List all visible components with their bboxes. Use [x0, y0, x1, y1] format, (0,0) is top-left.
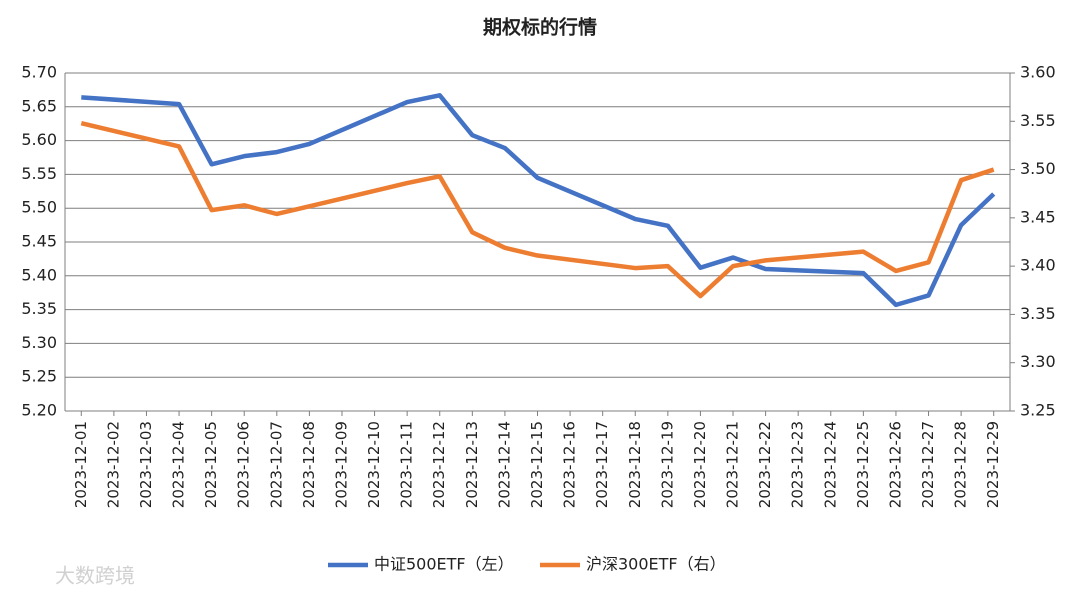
y2-tick-label: 3.35 [1020, 304, 1056, 323]
x-tick-label: 2023-12-17 [593, 421, 611, 508]
x-tick-label: 2023-12-04 [170, 421, 188, 508]
x-tick-label: 2023-12-09 [332, 421, 350, 508]
y2-tick-label: 3.40 [1020, 256, 1056, 275]
y-tick-label: 5.55 [21, 164, 57, 183]
chart-title: 期权标的行情 [483, 16, 597, 39]
x-tick-label: 2023-12-28 [952, 421, 970, 508]
y-tick-label: 5.70 [21, 63, 57, 82]
y-tick-label: 5.35 [21, 299, 57, 318]
x-tick-label: 2023-12-13 [463, 421, 481, 508]
x-tick-label: 2023-12-10 [365, 421, 383, 508]
x-tick-label: 2023-12-07 [267, 421, 285, 508]
y-tick-label: 5.50 [21, 198, 57, 217]
x-tick-label: 2023-12-05 [202, 421, 220, 508]
y2-tick-label: 3.55 [1020, 111, 1056, 130]
x-tick-label: 2023-12-08 [300, 421, 318, 508]
x-tick-label: 2023-12-15 [528, 421, 546, 508]
y-tick-label: 5.65 [21, 96, 57, 115]
x-tick-label: 2023-12-19 [658, 421, 676, 508]
y-tick-label: 5.25 [21, 367, 57, 386]
x-tick-label: 2023-12-22 [756, 421, 774, 508]
x-tick-label: 2023-12-01 [72, 421, 90, 508]
x-tick-label: 2023-12-26 [886, 421, 904, 508]
x-tick-label: 2023-12-23 [789, 421, 807, 508]
x-tick-label: 2023-12-02 [104, 421, 122, 508]
x-tick-label: 2023-12-20 [691, 421, 709, 508]
x-tick-label: 2023-12-11 [398, 421, 416, 508]
y2-tick-label: 3.50 [1020, 159, 1056, 178]
y2-tick-label: 3.60 [1020, 63, 1056, 82]
y2-tick-label: 3.45 [1020, 207, 1056, 226]
x-tick-label: 2023-12-14 [495, 421, 513, 508]
y-tick-label: 5.30 [21, 333, 57, 352]
y2-tick-label: 3.30 [1020, 352, 1056, 371]
x-tick-label: 2023-12-21 [724, 421, 742, 508]
x-tick-label: 2023-12-27 [919, 421, 937, 508]
legend-label: 沪深300ETF（右） [586, 555, 726, 574]
series-line [81, 93, 996, 308]
x-tick-label: 2023-12-29 [984, 421, 1002, 508]
x-tick-label: 2023-12-18 [626, 421, 644, 508]
watermark: 大数跨境 [55, 564, 135, 588]
series-line [80, 121, 995, 299]
y-tick-label: 5.45 [21, 232, 57, 251]
x-tick-label: 2023-12-12 [430, 421, 448, 508]
y-tick-label: 5.40 [21, 265, 57, 284]
x-tick-label: 2023-12-25 [854, 421, 872, 508]
y2-tick-label: 3.25 [1020, 401, 1056, 420]
x-tick-label: 2023-12-16 [561, 421, 579, 508]
x-tick-label: 2023-12-06 [235, 421, 253, 508]
y-tick-label: 5.60 [21, 130, 57, 149]
legend-label: 中证500ETF（左） [374, 555, 514, 574]
y-tick-label: 5.20 [21, 401, 57, 420]
x-tick-label: 2023-12-03 [137, 421, 155, 508]
x-tick-label: 2023-12-24 [821, 421, 839, 508]
